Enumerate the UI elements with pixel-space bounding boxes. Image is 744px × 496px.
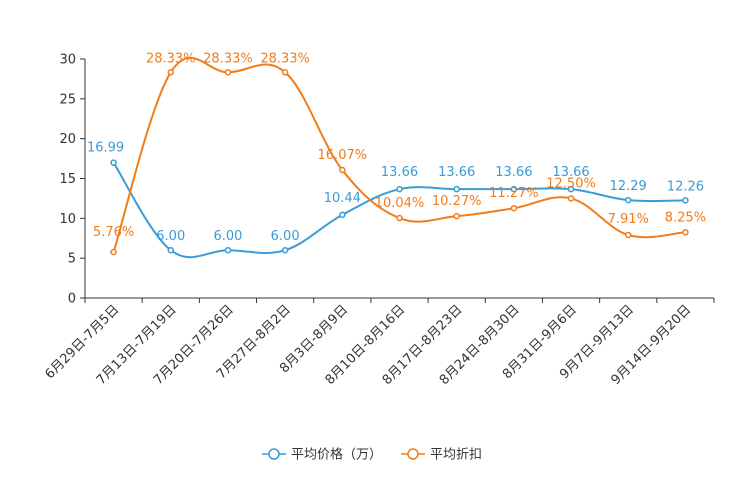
data-point[interactable] — [224, 69, 232, 76]
legend-item[interactable]: 平均折扣 — [401, 448, 482, 463]
data-point[interactable] — [110, 248, 117, 256]
data-label: 10.44 — [324, 191, 361, 206]
series-layer — [110, 57, 689, 259]
data-label: 8.25% — [665, 210, 706, 225]
data-label: 28.33% — [203, 51, 253, 66]
data-label: 6.00 — [271, 229, 300, 244]
series-line — [112, 162, 686, 259]
y-tick-label: 20 — [59, 132, 76, 147]
data-point[interactable] — [110, 159, 117, 166]
data-label: 12.50% — [546, 176, 596, 191]
data-point[interactable] — [167, 69, 175, 76]
legend-label: 平均价格（万） — [291, 447, 382, 463]
data-point[interactable] — [167, 246, 175, 254]
data-label: 6.00 — [156, 229, 185, 244]
data-label: 11.27% — [489, 186, 539, 201]
y-tick-label: 25 — [59, 92, 76, 107]
y-tick-label: 30 — [59, 53, 76, 68]
data-label: 13.66 — [438, 165, 475, 180]
data-point[interactable] — [682, 197, 689, 204]
legend-label: 平均折扣 — [430, 448, 482, 463]
data-labels: 16.99 6.00 6.00 6.00 10.44 13.66 13.66 13.66 13.… — [87, 51, 706, 244]
series-line — [112, 57, 686, 253]
y-tick-label: 0 — [68, 292, 76, 307]
data-point[interactable] — [339, 166, 346, 174]
data-point[interactable] — [224, 246, 232, 254]
legend-marker-icon — [407, 448, 419, 460]
y-tick-label: 10 — [59, 212, 76, 227]
data-point[interactable] — [624, 196, 632, 204]
legend-item[interactable]: 平均价格（万） — [262, 447, 382, 463]
data-point[interactable] — [281, 69, 289, 76]
data-label: 28.33% — [260, 51, 310, 66]
data-label: 13.66 — [381, 165, 418, 180]
y-tick-label: 15 — [59, 172, 76, 187]
data-point[interactable] — [682, 229, 689, 236]
data-point[interactable] — [396, 214, 403, 222]
data-label: 6.00 — [213, 229, 242, 244]
data-point[interactable] — [510, 185, 518, 193]
data-label: 5.76% — [93, 225, 134, 240]
data-point[interactable] — [453, 212, 460, 220]
data-label: 10.04% — [375, 196, 425, 211]
data-label: 12.29 — [610, 179, 647, 194]
data-point[interactable] — [453, 185, 460, 193]
data-label: 28.33% — [146, 51, 196, 66]
data-point[interactable] — [567, 195, 575, 202]
data-label: 10.27% — [432, 194, 482, 209]
y-tick-label: 5 — [68, 252, 76, 267]
data-point[interactable] — [624, 231, 632, 239]
data-label: 16.07% — [318, 148, 368, 163]
legend-marker-icon — [268, 448, 280, 460]
data-label: 12.26 — [667, 179, 704, 194]
data-point[interactable] — [339, 211, 346, 219]
data-point[interactable] — [510, 204, 518, 212]
data-label: 13.66 — [495, 165, 532, 180]
data-label: 13.66 — [552, 165, 589, 180]
data-point[interactable] — [396, 185, 403, 193]
data-label: 16.99 — [87, 141, 124, 156]
data-label: 7.91% — [608, 212, 649, 227]
data-point[interactable] — [567, 185, 575, 193]
legend[interactable]: 平均价格（万） 平均折扣 — [262, 447, 482, 463]
data-point[interactable] — [281, 246, 289, 254]
